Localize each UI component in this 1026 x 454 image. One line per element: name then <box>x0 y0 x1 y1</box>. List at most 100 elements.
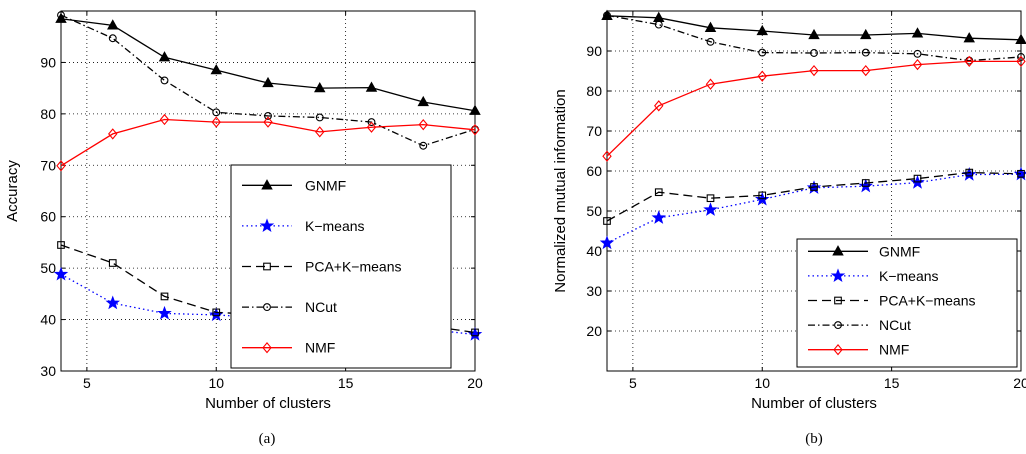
chart-b-xtick-label: 10 <box>754 375 770 391</box>
chart-a-ytick-label: 40 <box>40 312 56 328</box>
chart-a-series-gnmf-line <box>60 18 476 112</box>
chart-b-ytick-label: 90 <box>586 43 602 59</box>
chart-a-series-nmf-point <box>159 113 170 126</box>
chart-a-series-ncut-point <box>160 76 169 85</box>
chart-a-series-gnmf-point <box>158 51 171 62</box>
chart-b-series-k-means-point <box>962 167 977 181</box>
chart-a-series-k-means-line <box>60 273 476 336</box>
chart-b-series-ncut-point <box>603 11 611 20</box>
chart-b-series-pca-k-means-point <box>1017 169 1025 178</box>
chart-b-xlabel: Number of clusters <box>751 395 877 412</box>
chart-b-legend-label-gnmf: GNMF <box>879 243 920 259</box>
chart-a-legend-marker-ncut <box>263 303 271 312</box>
chart-b-series-nmf-point <box>861 64 871 77</box>
chart-a-series-nmf-line <box>60 118 476 167</box>
chart-b-series-group <box>599 9 1026 250</box>
chart-b-series-k-means-point <box>858 178 873 193</box>
chart-b-series-ncut-line <box>606 14 1022 62</box>
chart-b-ytick-label: 30 <box>586 283 602 299</box>
chart-a-xlabel: Number of clusters <box>205 395 331 412</box>
chart-b-series-pca-k-means-point <box>810 183 818 191</box>
chart-a-legend-marker-gnmf <box>261 179 273 190</box>
chart-a-legend-label-nmf: NMF <box>305 340 335 356</box>
chart-a-series-ncut-point <box>419 141 428 150</box>
chart-b-series-ncut-point <box>758 48 767 57</box>
chart-b-legend-marker-ncut <box>834 321 842 330</box>
chart-b-ytick-label: 80 <box>586 83 602 99</box>
chart-a-series-ncut-line <box>60 14 476 147</box>
chart-b-xtick-label: 15 <box>884 375 900 391</box>
chart-a-series-k-means-point <box>209 307 224 322</box>
chart-a-series-ncut-point <box>367 118 376 127</box>
chart-b-legend-label-nmf: NMF <box>879 342 909 358</box>
chart-b-legend-label-ncut: NCut <box>879 317 911 333</box>
chart-a-ytick-label: 50 <box>40 260 56 276</box>
chart-a-series-nmf-point <box>366 121 377 133</box>
chart-b-series-gnmf-point <box>860 28 872 40</box>
chart-a-legend-label-gnmf: GNMF <box>305 177 346 193</box>
chart-a-legend-marker-pca-k-means <box>263 262 271 271</box>
chart-a-legend-marker-nmf <box>262 342 272 354</box>
chart-b-series-ncut-point <box>861 48 870 57</box>
chart-a-series-nmf-point <box>263 116 273 128</box>
chart-a-series-pca-k-means-point <box>57 241 65 249</box>
chart-b-series-ncut-point <box>913 49 922 58</box>
chart-a-ytick-label: 90 <box>40 54 56 70</box>
chart-a-series-gnmf-point <box>417 95 429 107</box>
chart-b-series-nmf-point <box>964 55 974 68</box>
chart-a-legend-marker-k-means <box>259 218 275 233</box>
chart-b-series-nmf-point <box>654 100 664 112</box>
chart-a-legend-label-k-means: K−means <box>305 218 365 234</box>
chart-b-legend: GNMF K−means PCA+K−means NCut NMF <box>796 238 1018 368</box>
chart-a-series-pca-k-means-point <box>108 259 117 267</box>
chart-a-series-pca-k-means-line <box>60 244 476 334</box>
chart-b-ytick-label: 20 <box>586 323 602 339</box>
chart-a-caption: (a) <box>259 431 276 447</box>
chart-b-axes-box <box>606 10 1022 372</box>
chart-a-axes-box <box>60 10 476 372</box>
chart-a-legend-label-ncut: NCut <box>305 299 337 315</box>
chart-a-xtick-label: 5 <box>83 375 91 391</box>
chart-b-series-pca-k-means-point <box>965 168 974 177</box>
chart-b-series-ncut-point <box>706 37 715 46</box>
chart-a-ytick-label: 60 <box>40 209 56 225</box>
chart-b-series-gnmf-point <box>704 21 717 32</box>
chart-b-ytick-label: 50 <box>586 203 602 219</box>
chart-b-legend-marker-k-means <box>830 268 846 283</box>
chart-b-ytick-label: 40 <box>586 243 602 259</box>
chart-a-series-ncut-point <box>108 34 117 43</box>
chart-a-series-nmf-point <box>418 118 428 131</box>
chart-b-series-pca-k-means-point <box>758 191 767 200</box>
chart-a-legend-label-pca-k-means: PCA+K−means <box>305 259 402 275</box>
chart-b-xtick-label: 5 <box>629 375 637 391</box>
chart-a-series-pca-k-means-point <box>471 328 479 337</box>
chart-a-ylabel: Accuracy <box>4 160 21 222</box>
chart-b-series-gnmf-point <box>911 27 924 38</box>
chart-a-series-k-means-point <box>467 326 483 341</box>
chart-b-series-nmf-line <box>606 60 1021 157</box>
chart-a-ytick-label: 80 <box>40 106 56 122</box>
chart-a-ytick-label: 30 <box>40 363 56 379</box>
chart-b-legend-box <box>796 238 1018 368</box>
chart-b-series-nmf-point <box>757 70 767 82</box>
chart-b-series-ncut-point <box>654 20 663 29</box>
chart-b-series-nmf-point <box>912 58 923 71</box>
chart-a-series-ncut-point <box>315 113 324 122</box>
chart-a-series-gnmf-point <box>365 81 378 92</box>
chart-b-series-pca-k-means-point <box>913 174 922 183</box>
chart-b-legend-marker-gnmf <box>832 245 844 256</box>
chart-a-series-ncut-point <box>212 108 221 117</box>
chart-b-caption: (b) <box>805 431 823 447</box>
chart-b-series-nmf-point <box>1016 55 1026 68</box>
chart-b-legend-marker-nmf <box>833 344 843 356</box>
chart-b-series-pca-k-means-point <box>603 217 611 225</box>
chart-a-series-ncut-point <box>57 11 65 20</box>
chart-b-series-k-means-point <box>703 202 718 216</box>
chart-b-legend-label-pca-k-means: PCA+K−means <box>879 293 976 309</box>
chart-a-xtick-label: 15 <box>338 375 354 391</box>
chart-b-ytick-label: 70 <box>586 123 602 139</box>
chart-a-series-nmf-point <box>56 160 66 172</box>
chart-b-ylabel: Normalized mutual information <box>552 89 569 292</box>
chart-b-legend-label-k-means: K−means <box>879 268 939 284</box>
